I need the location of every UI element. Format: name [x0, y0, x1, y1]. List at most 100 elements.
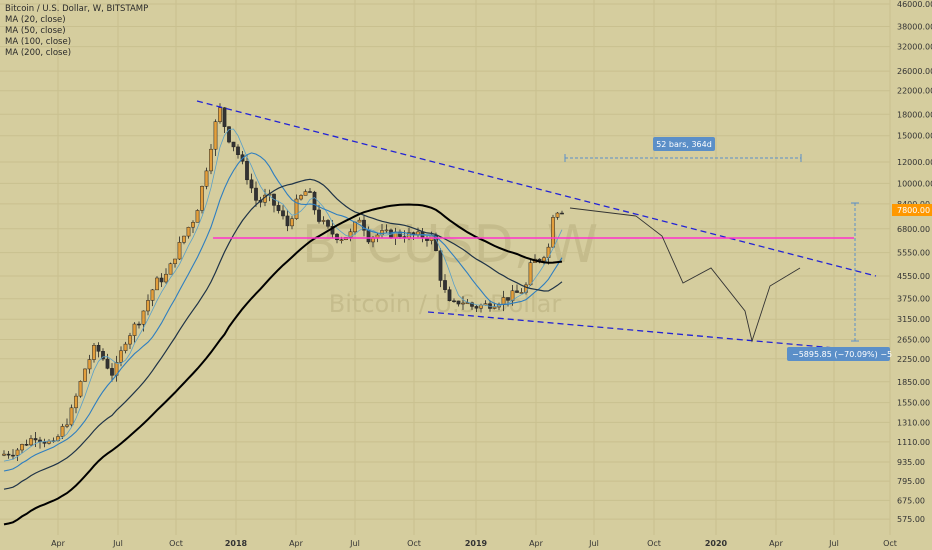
candle-body	[254, 187, 258, 201]
measure-price-label: −5895.85 (−70.09%) −5	[792, 350, 892, 359]
candle-body	[146, 300, 150, 312]
x-tick-label: Apr	[769, 539, 784, 548]
x-tick-label: Oct	[407, 539, 421, 548]
candle-body	[501, 297, 506, 305]
y-axis: 46000.00 38000.00 32000.00 26000.00 22000.00…	[892, 0, 932, 524]
y-tick-label: 32000.00	[897, 43, 932, 52]
x-tick-label: Oct	[647, 539, 661, 548]
y-tick-label: 15000.00	[897, 132, 932, 141]
y-tick-label: 1550.00	[897, 399, 930, 408]
candle-body	[353, 221, 357, 233]
candle-body	[362, 219, 366, 231]
candle-body	[155, 277, 159, 291]
legend-ma200[interactable]: MA (200, close)	[5, 48, 72, 58]
candle-body	[555, 212, 560, 218]
candle-body	[11, 454, 15, 457]
candle-body	[92, 345, 96, 360]
candle-body	[69, 407, 74, 426]
candle-body	[312, 191, 317, 211]
y-tick-label: 26000.00	[897, 67, 932, 76]
candle-body	[542, 257, 546, 262]
candle-body	[123, 343, 128, 352]
candles	[2, 103, 564, 462]
candle-body	[339, 239, 344, 241]
candle-body	[78, 381, 83, 397]
candle-body	[528, 262, 533, 286]
current-price-badge	[892, 204, 932, 216]
candle-body	[186, 226, 191, 237]
ma200-line	[3, 203, 563, 526]
candle-body	[515, 290, 519, 293]
candle-body	[519, 292, 524, 294]
candle-body	[2, 453, 6, 456]
candle-body	[551, 217, 555, 248]
candle-body	[227, 126, 231, 143]
y-tick-label: 5550.00	[897, 249, 930, 258]
candle-body	[105, 358, 110, 369]
candle-body	[33, 438, 38, 441]
candle-body	[6, 453, 11, 456]
candle-body	[137, 323, 141, 326]
candle-body	[150, 289, 155, 301]
y-tick-label: 675.00	[897, 496, 925, 505]
candle-body	[101, 351, 105, 360]
candle-body	[200, 186, 204, 211]
candle-body	[83, 368, 87, 382]
x-tick-label: Oct	[169, 539, 183, 548]
candle-body	[452, 300, 456, 303]
candle-body	[492, 306, 497, 309]
candle-body	[74, 395, 78, 409]
legend-ma50[interactable]: MA (50, close)	[5, 26, 66, 36]
candle-body	[366, 230, 371, 243]
candle-body	[38, 439, 42, 442]
candle-body	[132, 323, 137, 336]
x-tick-label: 2018	[225, 539, 248, 548]
candle-body	[384, 229, 389, 232]
candle-body	[60, 426, 65, 437]
candle-body	[96, 345, 101, 352]
watermark-name: Bitcoin / U.S. Dollar	[329, 290, 562, 318]
candle-body	[281, 210, 285, 217]
y-tick-label: 1110.00	[897, 438, 930, 447]
legend-ma100[interactable]: MA (100, close)	[5, 37, 72, 47]
y-tick-label: 3150.00	[897, 315, 930, 324]
y-tick-label: 46000.00	[897, 0, 932, 9]
legend-ma20[interactable]: MA (20, close)	[5, 15, 66, 25]
x-tick-label: Jul	[828, 539, 839, 548]
x-tick-label: Apr	[289, 539, 304, 548]
y-tick-label: 38000.00	[897, 22, 932, 31]
y-tick-label: 6800.00	[897, 225, 930, 234]
candle-body	[191, 222, 195, 228]
candle-body	[87, 359, 92, 370]
y-tick-label: 2650.00	[897, 336, 930, 345]
chart-legend: Bitcoin / U.S. Dollar, W, BITSTAMP MA (2…	[5, 4, 148, 59]
x-axis: Apr Jul Oct 2018 Apr Jul Oct 2019 Apr Jul Oct 2020 A…	[51, 539, 897, 548]
candle-body	[218, 107, 222, 122]
candle-body	[357, 219, 362, 223]
measure-bars-label: 52 bars, 364d	[656, 140, 712, 149]
candle-body	[299, 195, 303, 200]
y-tick-label: 4550.00	[897, 272, 930, 281]
candle-body	[249, 179, 254, 189]
x-tick-label: Jul	[112, 539, 123, 548]
candle-body	[182, 235, 186, 243]
legend-title: Bitcoin / U.S. Dollar, W, BITSTAMP	[5, 4, 149, 14]
candle-body	[209, 148, 213, 172]
candle-body	[308, 191, 312, 193]
candle-body	[173, 258, 177, 265]
x-tick-label: 2019	[465, 539, 488, 548]
y-tick-label: 2250.00	[897, 355, 930, 364]
y-tick-label: 22000.00	[897, 87, 932, 96]
moving-averages	[3, 128, 563, 526]
candle-body	[447, 289, 452, 302]
candle-body	[29, 438, 33, 446]
candle-body	[335, 233, 339, 241]
candle-body	[524, 284, 528, 293]
candle-body	[231, 141, 236, 148]
candle-body	[461, 302, 465, 305]
y-tick-label: 1850.00	[897, 378, 930, 387]
y-tick-label: 575.00	[897, 515, 925, 524]
candle-body	[317, 209, 321, 222]
drawings: 52 bars, 364d −5895.85 (−70.09%) −5	[196, 100, 892, 361]
